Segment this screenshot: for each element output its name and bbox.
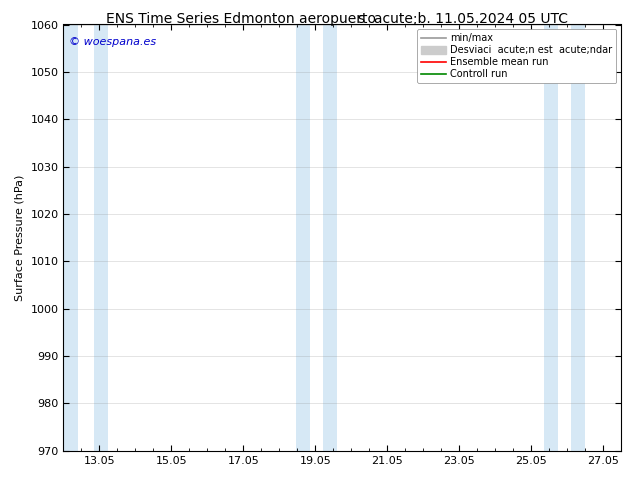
Y-axis label: Surface Pressure (hPa): Surface Pressure (hPa) [15,174,25,301]
Bar [295,24,310,451]
Bar [323,24,337,451]
Text: s  acute;b. 11.05.2024 05 UTC: s acute;b. 11.05.2024 05 UTC [358,12,568,26]
Bar [571,24,585,451]
Legend: min/max, Desviaci  acute;n est  acute;ndar, Ensemble mean run, Controll run: min/max, Desviaci acute;n est acute;ndar… [417,29,616,83]
Bar [63,24,78,451]
Bar [544,24,559,451]
Text: ENS Time Series Edmonton aeropuerto: ENS Time Series Edmonton aeropuerto [106,12,376,26]
Bar [94,24,108,451]
Text: © woespana.es: © woespana.es [69,37,156,48]
